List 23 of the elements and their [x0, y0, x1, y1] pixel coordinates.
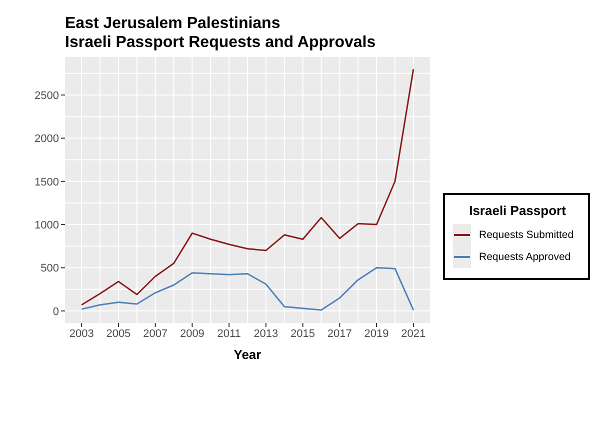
y-tick-label: 0: [52, 306, 59, 318]
x-tick-label: 2009: [180, 328, 204, 340]
x-tick-label: 2015: [290, 328, 316, 340]
chart-title: East Jerusalem Palestinians Israeli Passport Requests and Approvals: [65, 14, 376, 52]
x-tick-label: 2007: [143, 328, 168, 340]
x-tick-label: 2017: [327, 328, 352, 340]
legend-title: Israeli Passport: [468, 203, 567, 218]
x-tick-label: 2021: [401, 328, 426, 340]
line-series: [80, 68, 414, 306]
y-tick-label: 2500: [34, 90, 59, 102]
y-tick-label: 1500: [34, 176, 59, 188]
x-axis-title: Year: [234, 347, 262, 362]
line-series: [80, 266, 414, 311]
y-tick-label: 500: [40, 262, 59, 275]
y-tick-label: 1000: [34, 219, 59, 232]
y-tick-label: 2000: [34, 133, 59, 146]
x-tick-label: 2013: [254, 328, 278, 340]
legend-label: Requests Submitted: [479, 229, 574, 241]
x-tick-label: 2019: [364, 328, 389, 340]
x-tick-label: 2011: [217, 328, 241, 340]
legend-label: Requests Approved: [479, 251, 571, 263]
x-tick-label: 2003: [69, 328, 94, 340]
x-tick-label: 2005: [106, 328, 131, 340]
